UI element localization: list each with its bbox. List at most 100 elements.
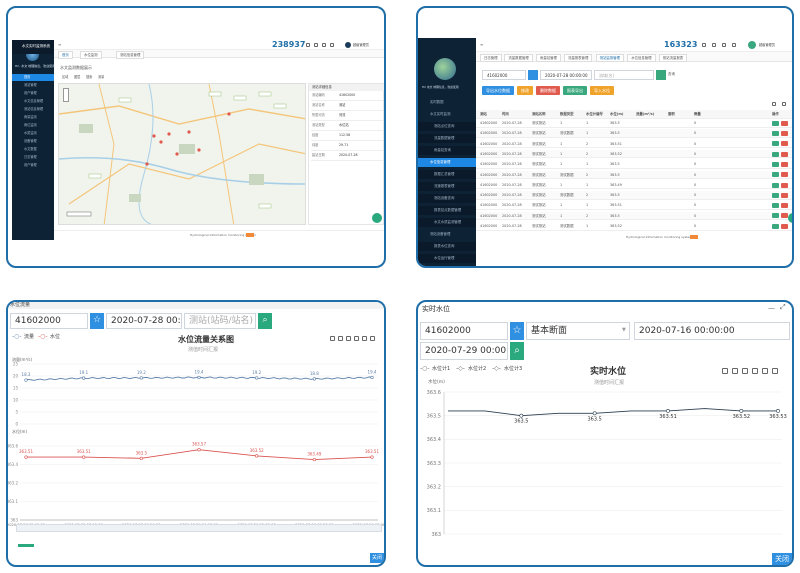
sidebar-item[interactable]: 首页 <box>12 74 54 81</box>
lock-icon[interactable] <box>322 43 326 47</box>
tab-station-info[interactable]: 测站信息管理 <box>116 51 145 59</box>
tab-item[interactable]: 流量数据管理 <box>504 54 533 62</box>
delete-button[interactable] <box>781 172 788 178</box>
download-icon[interactable] <box>370 336 375 341</box>
sidebar-item[interactable]: 水文数据 <box>24 147 37 151</box>
menu-icon[interactable]: ≡ <box>480 42 484 47</box>
favorite-icon[interactable]: ☆ <box>90 313 104 329</box>
edit-button[interactable] <box>772 223 779 229</box>
maximize-icon[interactable]: ⤢ <box>780 303 786 311</box>
tab-item[interactable]: 测站流量报表 <box>658 54 688 62</box>
sidebar-item[interactable]: 测站设备查询 <box>418 194 476 203</box>
edit-button[interactable] <box>772 120 779 126</box>
restore-icon[interactable] <box>338 336 343 341</box>
basin-input[interactable]: 流域(名) <box>594 70 654 80</box>
legend-level-marker[interactable]: -○- <box>38 333 48 340</box>
fullscreen-icon[interactable] <box>712 43 716 47</box>
edit-button[interactable] <box>772 192 779 198</box>
close-button[interactable]: 关闭 <box>370 553 384 563</box>
sidebar-item[interactable]: 测站信息管理 <box>24 107 44 111</box>
delete-button[interactable] <box>781 182 788 188</box>
station-input[interactable]: 41602000 <box>482 70 526 80</box>
legend-gauge-3[interactable]: 水位计3 <box>504 366 523 372</box>
sidebar-item[interactable]: 设备管理 <box>24 139 37 143</box>
search-icon[interactable] <box>702 43 706 47</box>
sidebar-item[interactable]: 雨量监测 <box>24 115 37 119</box>
map-tool-area[interactable]: 区域 <box>62 75 69 79</box>
table-row[interactable]: 41602000 2020-07-28 测试测站 1 1 363.5 0 <box>476 119 792 128</box>
tab-item[interactable]: 流量报表管理 <box>564 54 593 62</box>
map-tool-search[interactable]: 搜索 <box>86 75 93 79</box>
sidebar-item[interactable]: 水位运行管理 <box>418 254 476 263</box>
table-row[interactable]: 41602000 2020-07-28 测试测站 测试数据 2 363.5 0 <box>476 191 792 200</box>
table-row[interactable]: 41602000 2020-07-28 测试测站 测试数据 1 363.52 0 <box>476 222 792 231</box>
line-type-icon[interactable] <box>752 368 758 374</box>
lock-icon[interactable] <box>722 43 726 47</box>
sidebar-item[interactable]: 水文信息管理 <box>24 99 44 103</box>
action-button[interactable]: 删除数据 <box>536 86 560 95</box>
settings-icon[interactable] <box>732 43 736 47</box>
close-button[interactable]: 关闭 <box>772 553 792 565</box>
legend-marker-3[interactable]: -◇- <box>492 365 501 372</box>
data-view-icon[interactable] <box>346 336 351 341</box>
edit-button[interactable] <box>772 161 779 167</box>
edit-button[interactable] <box>772 203 779 209</box>
zoom-control[interactable] <box>63 88 69 102</box>
datetime-input[interactable]: 2020-07-28 00:00:00 <box>106 313 182 329</box>
username[interactable]: 超级管理员 <box>759 43 775 47</box>
search-button[interactable]: ⌕ <box>510 342 524 360</box>
sidebar-item[interactable]: 报表站点数据管理 <box>418 206 476 215</box>
legend-level[interactable]: 水位 <box>50 334 61 340</box>
legend-gauge-1[interactable]: 水位计1 <box>432 366 451 372</box>
legend-gauge-2[interactable]: 水位计2 <box>468 366 487 372</box>
query-label[interactable]: 查询 <box>668 72 675 76</box>
sidebar-item[interactable]: 数据汇总管理 <box>418 170 476 179</box>
minimize-icon[interactable]: — <box>768 304 775 312</box>
table-row[interactable]: 41602000 2020-07-28 测试测站 1 1 363.49 0 <box>476 181 792 190</box>
sidebar-item[interactable]: 水文水质监测管理 <box>418 218 476 227</box>
sidebar-item[interactable]: 用户管理 <box>24 163 37 167</box>
table-row[interactable]: 41602000 2020-07-28 测试测站 1 2 363.52 0 <box>476 149 792 159</box>
map-tool-layer[interactable]: 图层 <box>74 75 81 79</box>
sidebar-item[interactable]: 水位信息管理 <box>418 158 476 167</box>
download-icon[interactable] <box>772 368 778 374</box>
restore-icon[interactable] <box>732 368 738 374</box>
sidebar-item[interactable]: 雨量站查询 <box>418 146 476 155</box>
edit-button[interactable] <box>772 131 779 137</box>
delete-button[interactable] <box>781 120 788 126</box>
avatar[interactable] <box>748 41 756 49</box>
fullscreen-icon[interactable] <box>314 43 318 47</box>
action-button[interactable]: 导出水位数据 <box>482 86 514 95</box>
section-select[interactable]: 基本断面 <box>526 322 630 340</box>
sidebar-item[interactable]: 日志管理 <box>24 155 37 159</box>
edit-button[interactable] <box>772 213 779 219</box>
map-view[interactable] <box>58 83 306 225</box>
tab-item[interactable]: 水位信息管理 <box>627 54 656 62</box>
refresh-icon[interactable] <box>772 102 776 106</box>
station-input[interactable]: 41602000 <box>10 313 88 329</box>
tab-home[interactable]: 首页 <box>58 51 73 59</box>
delete-button[interactable] <box>781 151 788 157</box>
zoom-icon[interactable] <box>330 336 335 341</box>
delete-button[interactable] <box>781 131 788 137</box>
float-action-button[interactable] <box>372 213 382 223</box>
edit-button[interactable] <box>772 141 779 147</box>
edit-button[interactable] <box>772 172 779 178</box>
delete-button[interactable] <box>781 213 788 219</box>
edit-button[interactable] <box>772 151 779 157</box>
sidebar-item[interactable]: 流速报表管理 <box>418 182 476 191</box>
tab-water-level[interactable]: 水位监测 <box>80 51 102 59</box>
table-row[interactable]: 41602000 2020-07-28 测试测站 测试数据 2 363.5 0 <box>476 170 792 179</box>
sidebar-item[interactable]: 流量数据管理 <box>418 134 476 143</box>
action-button[interactable]: 导入水位 <box>590 86 614 95</box>
action-button[interactable]: 报表导出 <box>563 86 587 95</box>
menu-icon[interactable]: ≡ <box>58 42 62 47</box>
data-zoom-slider[interactable] <box>16 524 382 532</box>
table-row[interactable]: 41602000 2020-07-28 测试测站 测试数据 1 363.5 0 <box>476 129 792 138</box>
bar-type-icon[interactable] <box>362 336 367 341</box>
delete-button[interactable] <box>781 203 788 209</box>
legend-marker-2[interactable]: -◇- <box>456 365 465 372</box>
tab-item[interactable]: 测站监测管理 <box>595 54 624 62</box>
delete-button[interactable] <box>781 192 788 198</box>
edit-button[interactable] <box>772 182 779 188</box>
